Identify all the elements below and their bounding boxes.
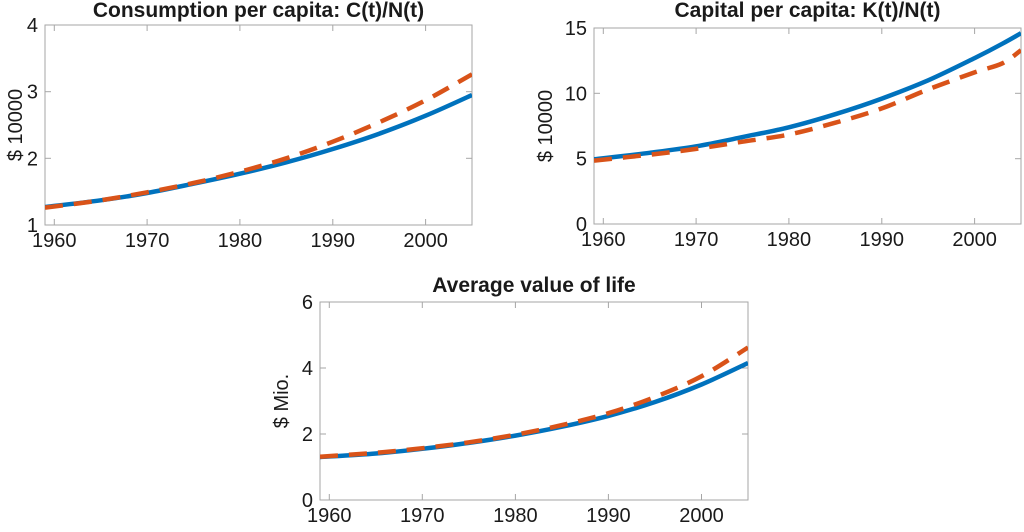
x-tick-label: 1980	[218, 230, 263, 252]
y-tick-label: 4	[27, 15, 38, 37]
x-tick-label: 2000	[952, 229, 997, 251]
y-axis-label: $ 10000	[535, 90, 557, 162]
y-tick-label: 0	[576, 214, 587, 236]
y-tick-label: 15	[565, 18, 587, 40]
x-tick-label: 1980	[493, 505, 538, 527]
x-tick-label: 1990	[586, 505, 631, 527]
y-axis-label: $ Mio.	[271, 374, 293, 428]
y-tick-label: 4	[302, 358, 313, 380]
capital-dashed-red-line	[594, 48, 1021, 163]
x-tick-label: 1970	[400, 505, 445, 527]
x-tick-label: 2000	[403, 230, 448, 252]
x-tick-label: 1960	[32, 230, 77, 252]
x-tick-label: 1990	[860, 229, 905, 251]
capital-per-capita-chart: 1960 1970 1980 1990 2000 0 5 10 15 Capital per ca…	[535, 0, 1022, 251]
x-tick-label: 1960	[581, 229, 626, 251]
chart-title: Average value of life	[432, 274, 635, 297]
chart-title: Capital per capita: K(t)/N(t)	[674, 0, 940, 22]
y-tick-label: 0	[302, 490, 313, 512]
y-tick-label: 6	[302, 292, 313, 314]
average-value-of-life-chart: 1960 1970 1980 1990 2000 0 2 4 6 Average value of…	[271, 274, 749, 527]
consumption-per-capita-chart: 1960 1970 1980 1990 2000 1 2 3 4 Consumption per …	[5, 0, 473, 252]
x-tick-label: 1960	[307, 505, 352, 527]
consumption-solid-blue-line	[45, 92, 472, 210]
y-axis-label: $ 10000	[5, 89, 27, 161]
axis-box	[593, 27, 1022, 225]
consumption-dashed-red-line	[45, 72, 472, 210]
value-of-life-solid-blue-line	[320, 360, 748, 460]
y-tick-label: 3	[27, 82, 38, 104]
y-tick-label: 5	[576, 149, 587, 171]
chart-title: Consumption per capita: C(t)/N(t)	[93, 0, 424, 22]
x-tick-label: 1970	[674, 229, 719, 251]
x-tick-label: 1970	[125, 230, 170, 252]
y-tick-label: 10	[565, 83, 587, 105]
value-of-life-dashed-red-line	[320, 345, 748, 460]
y-tick-label: 2	[27, 148, 38, 170]
x-tick-label: 1980	[767, 229, 812, 251]
axis-box	[319, 301, 749, 501]
y-tick-label: 2	[302, 424, 313, 446]
axis-box	[44, 24, 473, 226]
y-tick-label: 1	[27, 215, 38, 237]
x-tick-label: 2000	[679, 505, 724, 527]
capital-solid-blue-line	[594, 31, 1021, 162]
x-tick-label: 1990	[311, 230, 356, 252]
